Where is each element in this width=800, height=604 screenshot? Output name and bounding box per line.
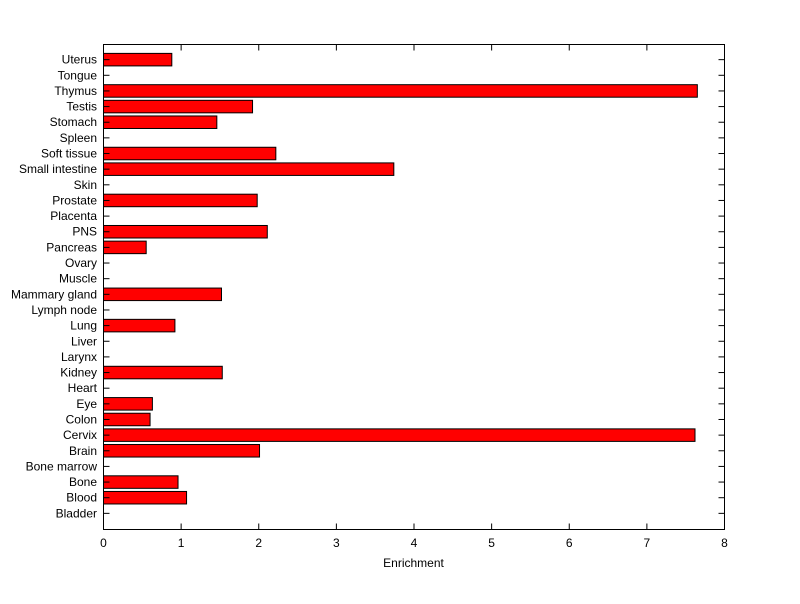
y-tick-label-bone: Bone [69, 475, 97, 489]
y-tick-label-spleen: Spleen [60, 131, 97, 145]
x-axis-label: Enrichment [383, 556, 444, 570]
bar-thymus [103, 84, 698, 98]
bar-lung [103, 318, 176, 333]
y-tick-label-tongue: Tongue [58, 68, 98, 82]
bar-small-intestine [103, 162, 395, 176]
y-tick-label-thymus: Thymus [54, 84, 97, 98]
y-tick-label-brain: Brain [69, 444, 97, 458]
y-tick-label-liver: Liver [71, 334, 97, 348]
y-tick-label-small-intestine: Small intestine [19, 162, 97, 176]
y-tick-label-cervix: Cervix [63, 428, 97, 442]
bar-stomach [103, 115, 218, 129]
y-tick-label-bladder: Bladder [56, 506, 97, 520]
bar-bone [103, 475, 179, 489]
bar-eye [103, 397, 153, 411]
bar-brain [103, 444, 261, 458]
y-tick-label-soft-tissue: Soft tissue [41, 147, 97, 161]
bar-cervix [103, 428, 696, 442]
y-tick-label-blood: Blood [66, 491, 97, 505]
x-tick-label-5: 5 [488, 536, 495, 550]
y-tick-label-heart: Heart [68, 381, 98, 395]
x-tick-label-1: 1 [178, 536, 185, 550]
x-tick-label-2: 2 [255, 536, 262, 550]
x-tick-label-4: 4 [411, 536, 418, 550]
y-tick-label-pancreas: Pancreas [46, 240, 97, 254]
bar-pns [103, 224, 268, 239]
y-tick-label-colon: Colon [66, 412, 97, 426]
x-tick-label-6: 6 [566, 536, 573, 550]
y-tick-label-stomach: Stomach [50, 115, 97, 129]
bar-testis [103, 99, 254, 114]
x-tick-label-0: 0 [100, 536, 107, 550]
y-tick-label-placenta: Placenta [50, 209, 97, 223]
y-tick-label-mammary-gland: Mammary gland [11, 287, 97, 301]
y-tick-label-larynx: Larynx [61, 350, 97, 364]
y-tick-label-uterus: Uterus [62, 53, 97, 67]
y-tick-label-kidney: Kidney [60, 366, 97, 380]
bar-soft-tissue [103, 146, 277, 161]
y-tick-label-lung: Lung [70, 319, 97, 333]
bar-uterus [103, 52, 173, 67]
y-tick-label-lymph-node: Lymph node [31, 303, 97, 317]
x-tick-label-7: 7 [644, 536, 651, 550]
bar-colon [103, 412, 151, 427]
bar-kidney [103, 365, 223, 380]
y-tick-label-pns: PNS [72, 225, 97, 239]
x-tick-label-8: 8 [721, 536, 728, 550]
bar-prostate [103, 193, 258, 208]
y-tick-label-bone-marrow: Bone marrow [26, 459, 98, 473]
bar-blood [103, 490, 188, 505]
bar-mammary-gland [103, 287, 222, 302]
y-tick-label-testis: Testis [66, 100, 97, 114]
x-tick-label-3: 3 [333, 536, 340, 550]
y-tick-label-prostate: Prostate [52, 193, 97, 207]
bar-pancreas [103, 240, 147, 255]
y-tick-label-ovary: Ovary [65, 256, 97, 270]
y-tick-label-eye: Eye [76, 397, 97, 411]
y-tick-label-muscle: Muscle [59, 272, 97, 286]
y-tick-label-skin: Skin [74, 178, 97, 192]
